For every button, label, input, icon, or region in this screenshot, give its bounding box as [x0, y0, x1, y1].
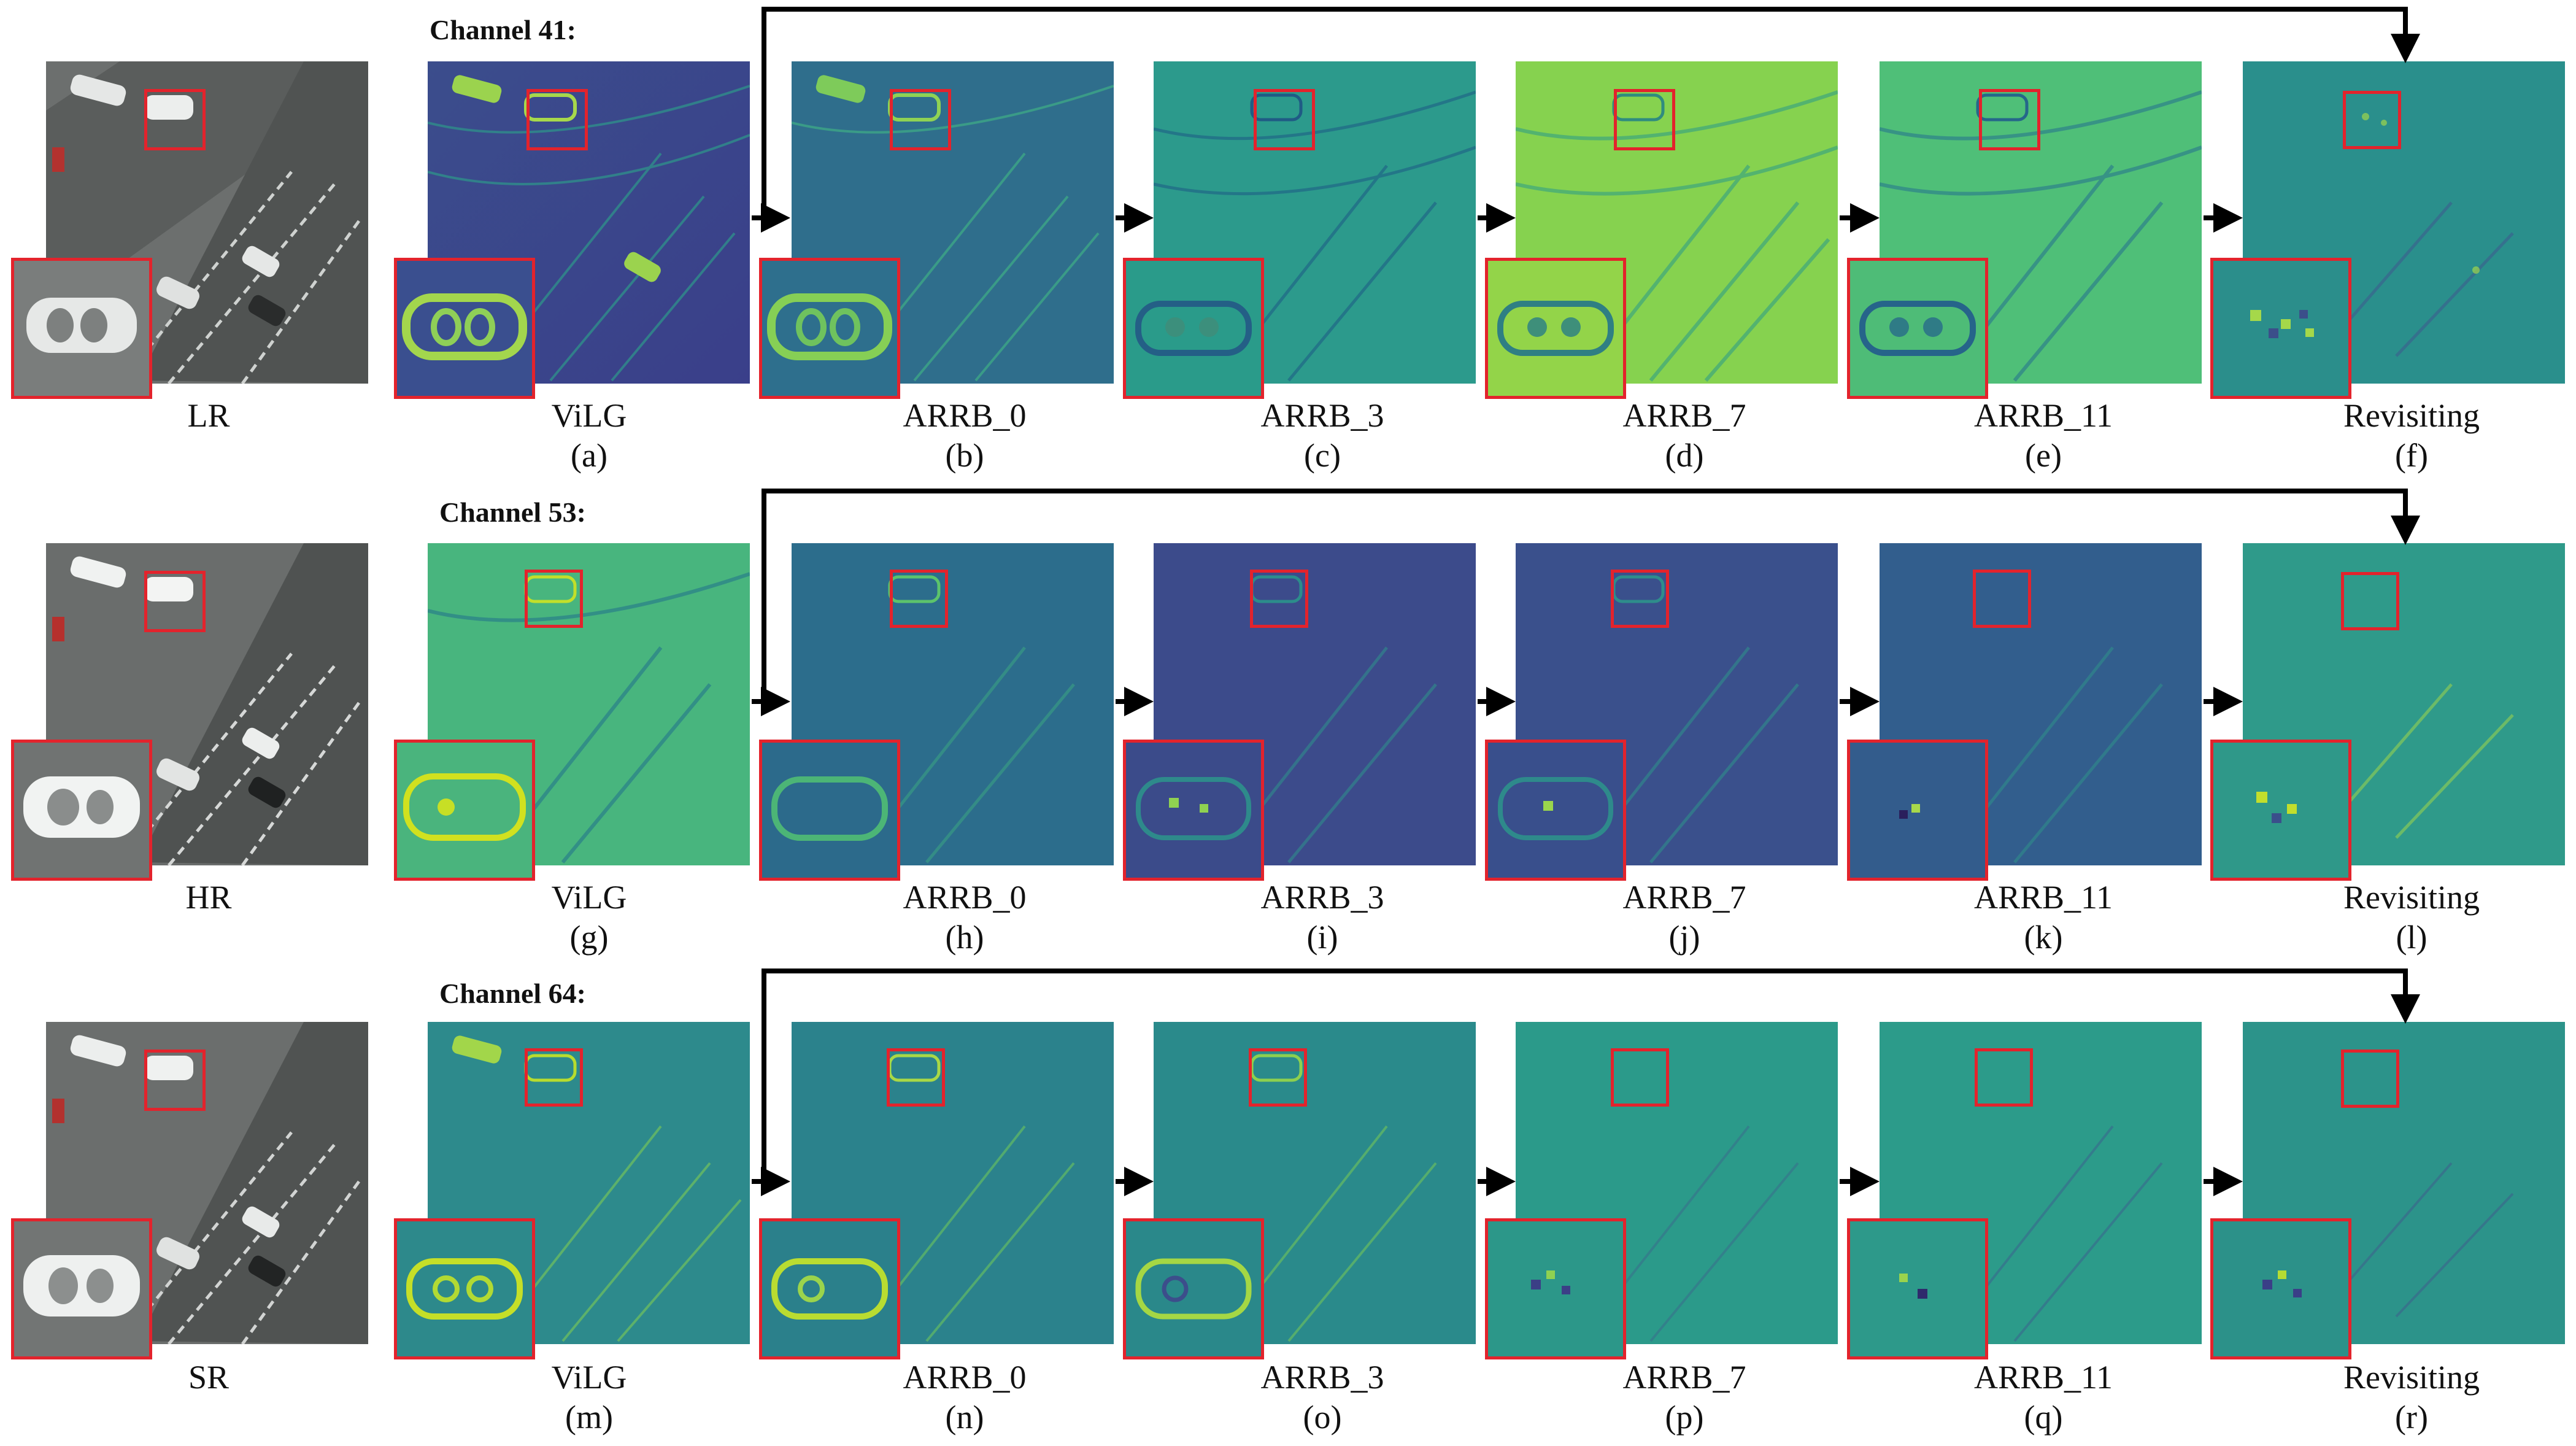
- panel-title: Revisiting: [2343, 1359, 2480, 1396]
- zoom-inset: [759, 1218, 900, 1359]
- channel-label: Channel 41:: [430, 14, 576, 45]
- panel-letter: (d): [1665, 437, 1704, 474]
- zoom-inset: [11, 740, 152, 881]
- panel-title: ARRB_0: [903, 879, 1027, 916]
- region-of-interest-box: [1973, 570, 2031, 628]
- panel-letter: (g): [569, 919, 609, 956]
- region-of-interest-box: [1254, 89, 1315, 150]
- panel-letter: (b): [945, 437, 984, 474]
- panel-letter: (q): [2024, 1399, 2063, 1436]
- feature-map-panel: [428, 61, 750, 384]
- panel-letter: (f): [2395, 437, 2428, 474]
- panel-title: ARRB_3: [1260, 1359, 1384, 1396]
- region-of-interest-box: [1611, 570, 1669, 628]
- region-of-interest-box: [890, 570, 948, 628]
- region-of-interest-box: [525, 1048, 583, 1107]
- panel-title: ARRB_7: [1622, 1359, 1746, 1396]
- panel-letter: (n): [945, 1399, 984, 1436]
- region-of-interest-box: [2341, 1050, 2399, 1108]
- region-of-interest-box: [2343, 91, 2401, 149]
- region-of-interest-box: [144, 1050, 206, 1111]
- zoom-inset: [1485, 1218, 1626, 1359]
- region-of-interest-box: [1611, 1048, 1669, 1107]
- zoom-inset: [1123, 740, 1264, 881]
- panel-letter: (a): [571, 437, 607, 474]
- region-of-interest-box: [887, 1048, 945, 1107]
- zoom-inset: [394, 740, 535, 881]
- zoom-inset: [394, 1218, 535, 1359]
- panel-letter: (l): [2396, 919, 2428, 956]
- zoom-inset: [11, 1218, 152, 1359]
- panel-title: ARRB_11: [1973, 1359, 2113, 1396]
- panel-letter: (k): [2024, 919, 2063, 956]
- panel-letter: (m): [565, 1399, 613, 1436]
- region-of-interest-box: [1975, 1048, 2033, 1107]
- channel-label: Channel 53:: [439, 497, 586, 528]
- panel-title: ARRB_11: [1973, 397, 2113, 434]
- zoom-inset: [394, 258, 535, 399]
- region-of-interest-box: [1979, 89, 2040, 150]
- panel-letter: (i): [1306, 919, 1338, 956]
- region-of-interest-box: [1250, 570, 1308, 628]
- image-caption: SR: [188, 1359, 229, 1396]
- panel-title: Revisiting: [2343, 397, 2480, 434]
- panel-letter: (e): [2025, 437, 2062, 474]
- zoom-inset: [2210, 740, 2351, 881]
- region-of-interest-box: [525, 570, 583, 628]
- zoom-inset: [1123, 1218, 1264, 1359]
- panel-title: ARRB_0: [903, 397, 1027, 434]
- panel-letter: (c): [1304, 437, 1341, 474]
- region-of-interest-box: [1249, 1048, 1307, 1107]
- panel-letter: (j): [1668, 919, 1700, 956]
- region-of-interest-box: [890, 89, 951, 150]
- zoom-inset: [1847, 1218, 1988, 1359]
- panel-title: ViLG: [551, 879, 627, 916]
- skip-connection-arrow: [762, 969, 2420, 1181]
- region-of-interest-box: [144, 571, 206, 632]
- skip-connection-arrow: [762, 489, 2420, 702]
- panel-letter: (h): [945, 919, 984, 956]
- panel-letter: (o): [1303, 1399, 1342, 1436]
- zoom-inset: [11, 258, 152, 399]
- panel-title: ARRB_3: [1260, 879, 1384, 916]
- panel-title: ARRB_7: [1622, 397, 1746, 434]
- panel-title: ARRB_7: [1622, 879, 1746, 916]
- image-caption: LR: [187, 397, 230, 434]
- panel-title: ViLG: [551, 397, 627, 434]
- input-image: [46, 61, 368, 384]
- region-of-interest-box: [526, 89, 588, 150]
- panel-title: ARRB_0: [903, 1359, 1027, 1396]
- skip-connection-arrow: [762, 7, 2420, 218]
- panel-title: ARRB_11: [1973, 879, 2113, 916]
- zoom-inset: [1847, 258, 1988, 399]
- panel-title: Revisiting: [2343, 879, 2480, 916]
- zoom-inset: [759, 740, 900, 881]
- zoom-inset: [1485, 258, 1626, 399]
- zoom-inset: [2210, 258, 2351, 399]
- panel-title: ARRB_3: [1260, 397, 1384, 434]
- region-of-interest-box: [1614, 89, 1675, 150]
- zoom-inset: [1123, 258, 1264, 399]
- region-of-interest-box: [144, 89, 206, 150]
- zoom-inset: [1485, 740, 1626, 881]
- zoom-inset: [759, 258, 900, 399]
- panel-letter: (r): [2395, 1399, 2428, 1436]
- image-caption: HR: [185, 879, 232, 916]
- region-of-interest-box: [2341, 572, 2399, 630]
- panel-title: ViLG: [551, 1359, 627, 1396]
- channel-label: Channel 64:: [439, 978, 586, 1009]
- panel-letter: (p): [1665, 1399, 1704, 1436]
- zoom-inset: [2210, 1218, 2351, 1359]
- zoom-inset: [1847, 740, 1988, 881]
